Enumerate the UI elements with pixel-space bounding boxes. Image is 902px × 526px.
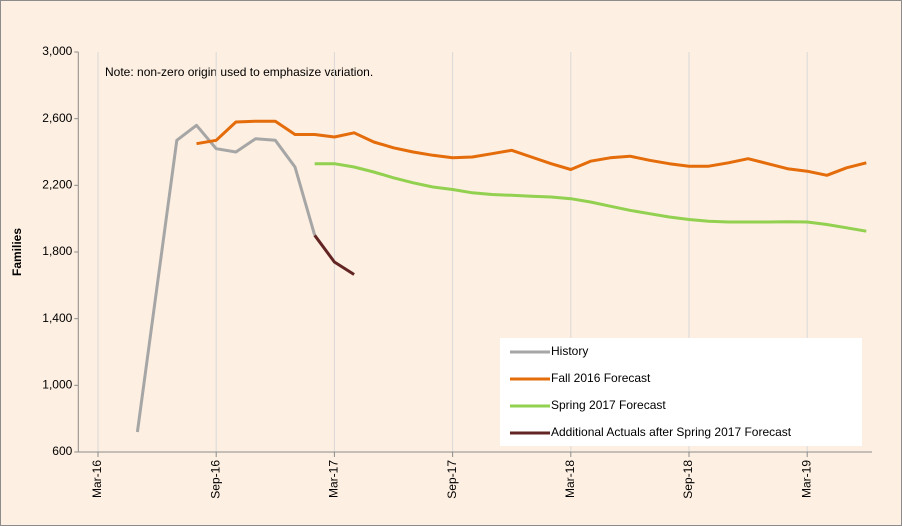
x-tick-label: Mar-17 — [327, 460, 341, 498]
x-tick-label: Mar-18 — [563, 460, 577, 498]
legend-box — [500, 338, 862, 446]
series-line — [135, 123, 317, 433]
x-tick-label: Mar-16 — [90, 460, 104, 498]
x-tick-label: Sep-16 — [208, 460, 222, 499]
y-tick-label: 3,000 — [42, 44, 72, 58]
x-tick-label: Sep-18 — [681, 460, 695, 499]
y-axis-title: Families — [10, 228, 24, 276]
y-tick-label: 1,000 — [42, 378, 72, 392]
y-tick-label: 1,800 — [42, 244, 72, 258]
series-line — [313, 234, 355, 276]
y-tick-label: 2,200 — [42, 178, 72, 192]
x-tick-label: Mar-19 — [799, 460, 813, 498]
x-tick-label: Sep-17 — [445, 460, 459, 499]
series-line — [196, 119, 867, 177]
y-tick-label: 600 — [52, 444, 72, 458]
note: Note: non-zero origin used to emphasize … — [105, 65, 373, 79]
y-tick-label: 1,400 — [42, 311, 72, 325]
legend-label: Spring 2017 Forecast — [551, 398, 666, 412]
y-tick-label: 2,600 — [42, 111, 72, 125]
series-line — [314, 162, 867, 233]
legend-label: Fall 2016 Forecast — [551, 371, 651, 385]
legend-label: History — [551, 344, 588, 358]
legend-label: Additional Actuals after Spring 2017 For… — [551, 425, 792, 439]
